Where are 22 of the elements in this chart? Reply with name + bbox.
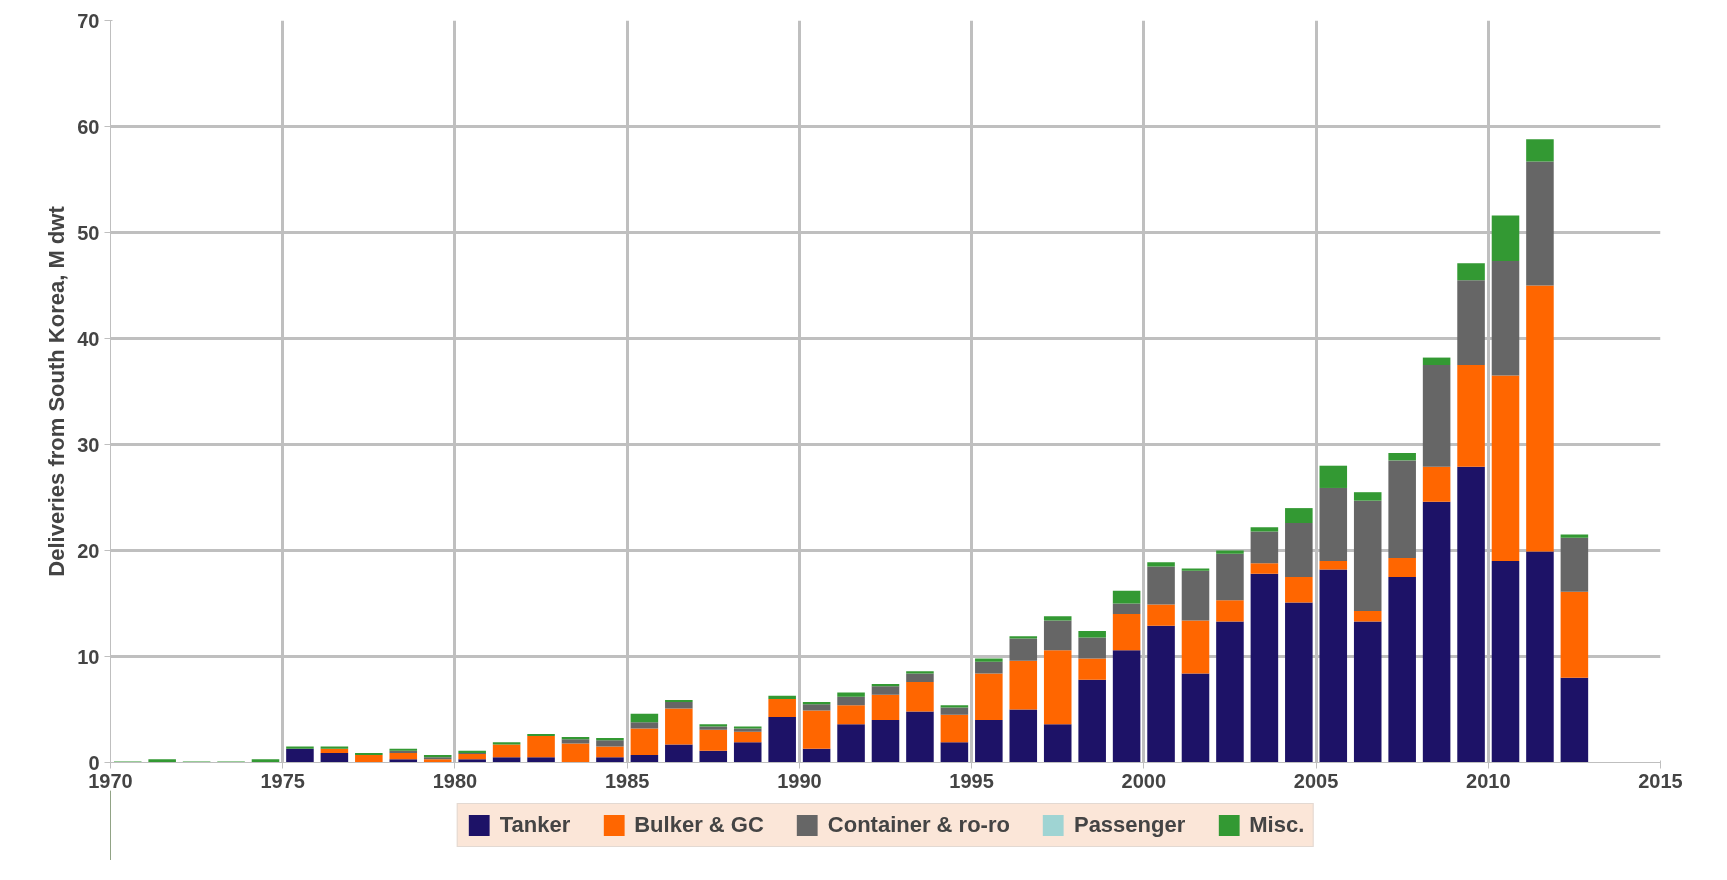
legend-label: Misc. [1249,812,1305,838]
y-tick-label: 30 [77,433,100,456]
y-tick-label: 70 [77,9,100,32]
x-tick-label: 2010 [1466,769,1511,792]
y-tick-label: 40 [77,327,100,350]
x-tick-label: 1980 [432,769,478,792]
legend-label: Container & ro-ro [827,812,1010,838]
x-tick-label: 1975 [260,769,305,792]
legend-label: Bulker & GC [634,812,764,838]
y-tick-label: 10 [77,645,100,668]
legend-label: Passenger [1073,812,1186,838]
x-tick-label: 1990 [777,769,822,792]
x-tick-label: 1995 [949,769,994,792]
x-tick-label: 2005 [1293,769,1339,792]
legend-label: Tanker [499,812,571,838]
y-tick-label: 20 [77,539,100,562]
y-tick-label: 60 [77,115,100,138]
x-tick-label: 2015 [1638,769,1683,792]
y-axis-title: Deliveries from South Korea, M dwt [44,205,70,577]
x-tick-label: 1985 [604,769,650,792]
y-tick-label: 50 [77,221,100,244]
x-tick-label: 2000 [1121,769,1167,792]
